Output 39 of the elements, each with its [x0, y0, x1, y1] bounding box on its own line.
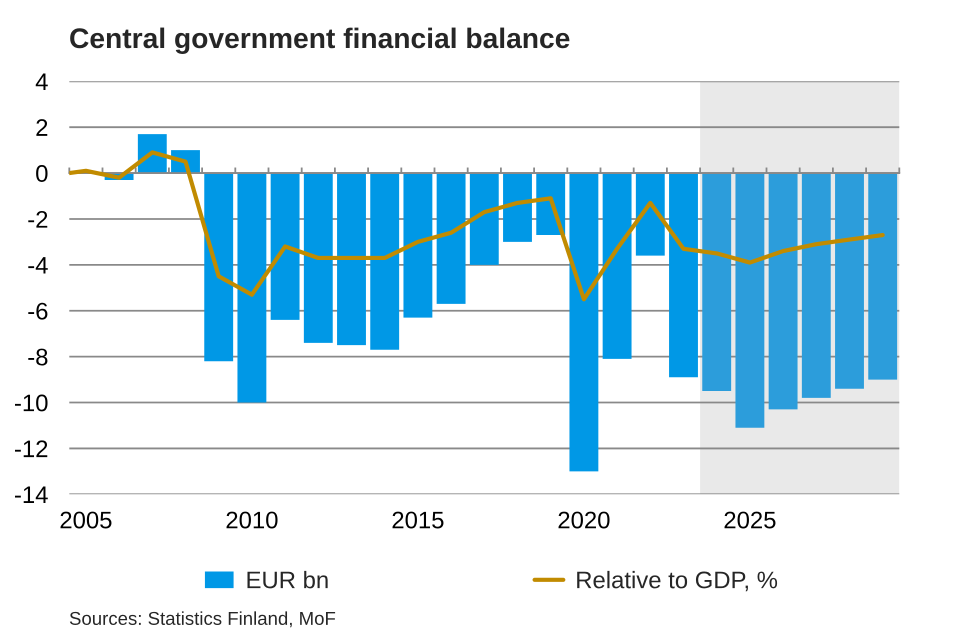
bar	[403, 173, 432, 318]
y-tick-label: -8	[28, 348, 48, 366]
x-tick-label: 2025	[724, 512, 776, 529]
bar	[669, 173, 698, 378]
bar	[237, 173, 266, 403]
y-tick-label: 4	[36, 74, 48, 90]
chart-title: Central government financial balance	[70, 28, 570, 54]
bar	[470, 173, 499, 265]
line-series	[69, 150, 885, 302]
bar	[270, 173, 300, 320]
y-tick-label: -2	[28, 210, 48, 228]
legend-label: EUR bn	[247, 570, 328, 588]
x-tick-label: 2005	[60, 512, 112, 529]
y-tick-label: -4	[28, 257, 48, 274]
bar	[337, 173, 366, 346]
x-tick-label: 2010	[226, 512, 278, 529]
bar	[503, 173, 532, 242]
x-tick-label: 2020	[558, 512, 610, 529]
bar	[735, 173, 764, 428]
bar	[370, 173, 400, 350]
y-tick-label: -14	[15, 486, 48, 503]
bar	[569, 173, 598, 472]
y-tick-label: 2	[36, 119, 48, 136]
bar	[304, 173, 333, 343]
y-tick-label: -10	[15, 394, 48, 412]
legend-label: Relative to GDP, %	[577, 570, 778, 592]
x-tick-label: 2015	[392, 512, 444, 529]
y-tick-label: -12	[15, 440, 48, 458]
bar	[802, 173, 831, 398]
y-tick-label: -6	[28, 302, 48, 320]
bar	[768, 173, 798, 410]
bar	[436, 173, 466, 304]
bar	[602, 173, 632, 359]
bar	[702, 173, 732, 392]
bar	[204, 173, 234, 362]
y-tick-label: 0	[36, 165, 48, 182]
source-note: Sources: Statistics Finland, MoF	[70, 611, 336, 628]
bar	[868, 173, 898, 380]
bar	[835, 173, 864, 389]
